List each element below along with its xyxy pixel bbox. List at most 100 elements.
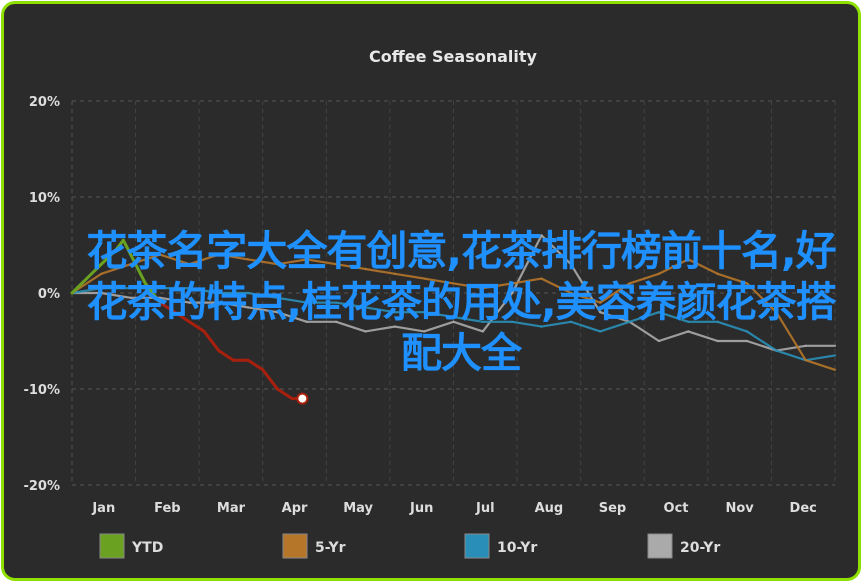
series-10-yr-segment	[276, 296, 308, 304]
series-ytd-segment	[143, 281, 162, 305]
series-20-yr-segment	[276, 311, 308, 323]
series-20-yr-segment	[657, 330, 690, 343]
series-10-yr-segment	[775, 349, 807, 362]
series-5-yr-segment	[364, 267, 396, 275]
series-20-yr-segment	[775, 344, 807, 352]
x-tick-label: Jan	[91, 501, 115, 516]
series-20-yr-segment	[158, 296, 191, 304]
series-5-yr-segment	[423, 277, 455, 285]
series-10-yr-segment	[804, 354, 837, 362]
legend-label: 10-Yr	[497, 540, 537, 556]
x-tick-label: Apr	[282, 501, 308, 516]
legend-swatch-10-yr	[464, 533, 490, 559]
x-tick-label: Jul	[475, 501, 495, 516]
series-ytd-segment	[121, 238, 133, 257]
series-20-yr-segment	[452, 320, 484, 333]
chart-title: Coffee Seasonality	[369, 47, 537, 66]
series-20-yr-segment	[687, 330, 719, 343]
series-20-yr-segment	[423, 320, 455, 333]
series-5-yr-segment	[804, 359, 837, 371]
x-tick-label: Jun	[409, 501, 433, 516]
x-tick-label: Aug	[535, 501, 564, 516]
legend-label: 20-Yr	[680, 540, 720, 556]
series-ytd-segment	[217, 349, 235, 362]
series-5-yr-segment	[158, 253, 191, 266]
series-10-yr-segment	[599, 320, 631, 333]
series-5-yr-segment	[745, 282, 778, 314]
series-5-yr-segment	[657, 258, 690, 275]
x-tick-label: May	[343, 501, 373, 516]
series-ytd-segment	[202, 329, 221, 353]
y-tick-label: -20%	[23, 479, 60, 494]
series-20-yr-segment	[335, 320, 367, 333]
ytd-endpoint-marker	[296, 392, 309, 405]
series-ytd-segment	[129, 253, 147, 285]
series-5-yr-segment	[452, 282, 484, 290]
series-5-yr-segment	[481, 282, 514, 290]
legend-label: 5-Yr	[315, 540, 346, 556]
series-20-yr-segment	[100, 291, 132, 299]
x-tick-label: Mar	[217, 501, 246, 516]
series-10-yr-segment	[540, 320, 572, 328]
series-10-yr-segment	[335, 301, 367, 309]
chart-frame	[1, 1, 861, 581]
series-10-yr-segment	[657, 311, 690, 323]
series-5-yr-segment	[716, 272, 749, 285]
series-5-yr-segment	[188, 253, 220, 266]
series-5-yr-segment	[775, 311, 807, 362]
series-20-yr-segment	[246, 306, 279, 314]
series-10-yr-segment	[716, 320, 749, 333]
series-ytd-segment	[275, 387, 294, 401]
series-ytd-segment	[114, 238, 125, 252]
series-10-yr-segment	[188, 287, 220, 295]
y-tick-label: 0%	[38, 287, 60, 302]
series-10-yr-segment	[246, 291, 279, 299]
legend-swatch-ytd	[99, 533, 125, 559]
series-20-yr-segment	[364, 325, 396, 333]
series-5-yr-segment	[276, 258, 308, 266]
series-20-yr-segment	[393, 325, 426, 333]
x-tick-label: Feb	[154, 501, 180, 516]
series-ytd-segment	[99, 248, 118, 266]
series-20-yr-segment	[540, 234, 572, 266]
series-ytd-segment	[158, 301, 177, 314]
series-10-yr-segment	[423, 311, 455, 319]
series-5-yr-segment	[628, 272, 661, 285]
x-tick-label: Sep	[599, 501, 627, 516]
series-20-yr-segment	[481, 291, 514, 333]
series-5-yr-segment	[393, 272, 426, 280]
series-5-yr-segment	[540, 277, 572, 295]
series-5-yr-segment	[511, 277, 543, 285]
series-20-yr-segment	[628, 320, 661, 343]
series-ytd-segment	[187, 320, 206, 333]
series-5-yr-segment	[217, 253, 250, 261]
series-ytd-segment	[70, 277, 89, 295]
series-20-yr-segment	[217, 301, 250, 309]
series-5-yr-segment	[246, 258, 279, 266]
series-10-yr-segment	[452, 315, 484, 323]
legend-swatch-5-yr	[282, 533, 308, 559]
series-5-yr-segment	[569, 291, 602, 304]
y-tick-label: 20%	[29, 95, 60, 110]
series-10-yr-segment	[745, 330, 778, 352]
legend-swatch-20-yr	[647, 533, 673, 559]
series-ytd-segment	[261, 368, 279, 391]
series-10-yr-segment	[70, 287, 103, 295]
series-ytd-segment	[173, 310, 191, 324]
legend-label: YTD	[131, 540, 163, 556]
series-5-yr-segment	[599, 282, 631, 304]
series-20-yr-segment	[745, 339, 778, 352]
y-tick-label: 10%	[29, 191, 60, 206]
series-20-yr-segment	[599, 311, 631, 323]
x-tick-label: Oct	[664, 501, 689, 516]
series-ytd-segment	[85, 262, 103, 281]
series-5-yr-segment	[335, 263, 367, 271]
series-5-yr-segment	[100, 263, 132, 275]
series-20-yr-segment	[569, 263, 602, 314]
series-10-yr-segment	[628, 311, 661, 323]
series-10-yr-segment	[511, 320, 543, 328]
series-10-yr-segment	[569, 320, 602, 333]
series-ytd-segment	[246, 358, 265, 372]
series-5-yr-segment	[687, 258, 719, 275]
